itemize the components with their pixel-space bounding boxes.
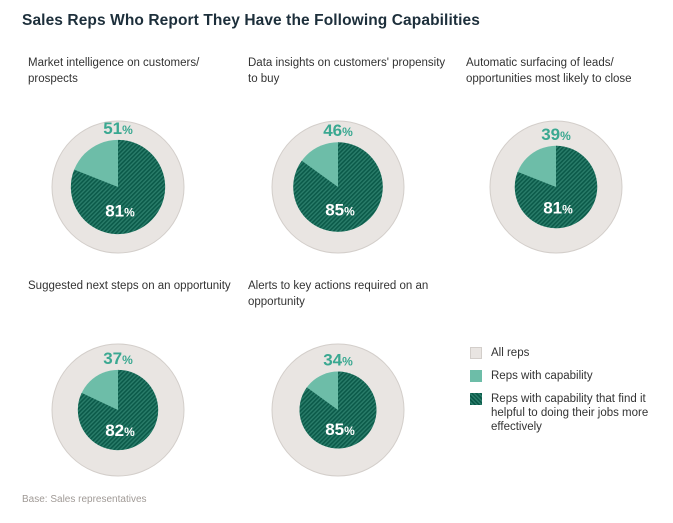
pie-chart: 51% 81% — [51, 119, 185, 254]
helpful-percent-label: 81% — [543, 199, 573, 218]
helpful-wedge — [77, 369, 159, 451]
chart-panel: Data insights on customers' propensity t… — [248, 55, 458, 290]
legend-item-capability: Reps with capability — [470, 369, 670, 383]
legend-swatch-capability — [470, 370, 482, 382]
chart-title: Sales Reps Who Report They Have the Foll… — [22, 12, 480, 29]
chart-label: Data insights on customers' propensity t… — [248, 57, 446, 85]
chart-panel: Suggested next steps on an opportunity 37… — [28, 278, 238, 513]
base-note: Base: Sales representatives — [22, 494, 147, 505]
capability-percent-label: 39% — [541, 125, 571, 144]
helpful-percent-label: 81% — [105, 202, 135, 221]
chart-label: Suggested next steps on an opportunity — [28, 280, 231, 292]
helpful-wedge — [514, 145, 598, 229]
capability-percent-label: 34% — [323, 351, 353, 370]
chart-panel: Market intelligence on customers/ prospe… — [28, 55, 238, 290]
pie-chart: 37% 82% — [51, 343, 185, 477]
capability-percent-label: 46% — [323, 121, 353, 140]
legend-swatch-helpful — [470, 393, 482, 405]
chart-panel: Alerts to key actions required on an opp… — [248, 278, 458, 513]
chart-label: Market intelligence on customers/ prospe… — [28, 57, 200, 85]
legend-label-capability: Reps with capability — [491, 370, 593, 382]
helpful-wedge — [70, 139, 166, 235]
capability-percent-label: 51% — [103, 119, 133, 138]
legend-swatch-all-reps — [470, 347, 482, 359]
legend-label-helpful: Reps with capability that find it helpfu… — [491, 393, 649, 433]
pie-chart: 46% 85% — [271, 120, 405, 254]
chart-label: Alerts to key actions required on an opp… — [248, 280, 429, 308]
legend: All reps Reps with capability Reps with … — [470, 346, 670, 443]
pie-chart: 34% 85% — [271, 343, 405, 477]
legend-item-all-reps: All reps — [470, 346, 670, 360]
pie-chart: 39% 81% — [489, 120, 623, 254]
helpful-wedge — [293, 142, 383, 232]
capability-percent-label: 37% — [103, 349, 133, 368]
chart-label: Automatic surfacing of leads/ opportunit… — [466, 57, 632, 85]
legend-item-helpful: Reps with capability that find it helpfu… — [470, 392, 670, 434]
helpful-wedge — [299, 371, 377, 449]
helpful-percent-label: 85% — [325, 200, 355, 219]
helpful-percent-label: 82% — [105, 421, 135, 440]
helpful-percent-label: 85% — [325, 420, 355, 439]
chart-panel: Automatic surfacing of leads/ opportunit… — [466, 55, 673, 290]
legend-label-all-reps: All reps — [491, 347, 530, 359]
